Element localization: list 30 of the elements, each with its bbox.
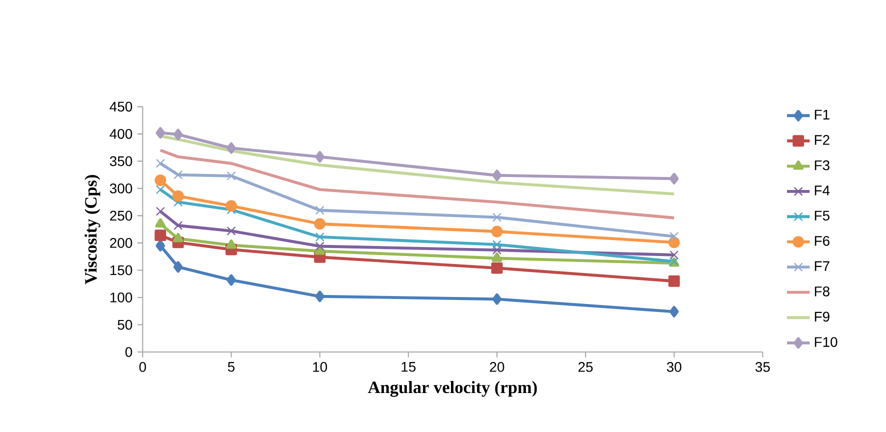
x-tick-label: 25 [578, 362, 593, 372]
legend-label: F2 [814, 135, 830, 145]
x-tick-label: 0 [139, 362, 146, 372]
legend-label: F8 [814, 286, 830, 296]
y-tick-label: 300 [110, 184, 132, 194]
x-tick-label: 20 [490, 362, 504, 372]
y-tick-label: 150 [110, 265, 132, 276]
legend-label: F4 [814, 186, 830, 196]
legend-label: F7 [814, 261, 830, 271]
y-tick-label: 400 [110, 129, 132, 139]
x-axis-title: Angular velocity (rpm) [368, 381, 537, 397]
y-tick-label: 200 [110, 238, 132, 248]
legend-label: F10 [814, 337, 838, 347]
y-tick-label: 0 [125, 347, 132, 357]
legend-label: F5 [814, 210, 830, 221]
x-tick-label: 15 [402, 362, 416, 372]
legend-label: F6 [814, 236, 830, 246]
y-tick-label: 450 [110, 102, 132, 112]
x-tick-label: 10 [313, 362, 328, 372]
y-tick-label: 100 [110, 292, 132, 302]
y-tick-label: 50 [118, 320, 132, 330]
legend-label: F3 [814, 160, 830, 170]
x-tick-label: 30 [666, 362, 682, 372]
x-tick-label: 5 [228, 362, 235, 372]
y-tick-label: 250 [110, 210, 132, 221]
y-axis-title: Viscosity (Cps) [84, 175, 100, 284]
legend-label: F9 [814, 312, 830, 322]
x-tick-label: 35 [755, 362, 770, 372]
legend-label: F1 [814, 110, 830, 120]
y-tick-label: 350 [110, 156, 132, 166]
